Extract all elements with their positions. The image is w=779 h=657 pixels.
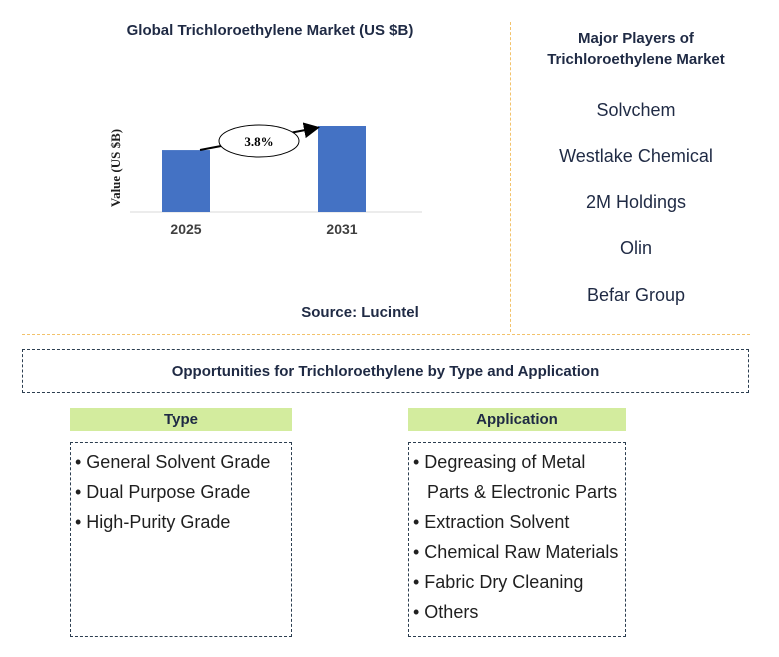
- bar-2031: [318, 126, 366, 212]
- bars-group: [162, 126, 366, 212]
- opportunities-banner: Opportunities for Trichloroethylene by T…: [22, 349, 749, 393]
- x-tick-labels: 2025 2031: [170, 221, 357, 237]
- player-item: Olin: [619, 238, 652, 258]
- growth-annotation-bubble: [218, 124, 300, 158]
- vertical-divider: [510, 22, 511, 332]
- bar-2025: [162, 150, 210, 212]
- type-item: • Dual Purpose Grade: [75, 482, 251, 502]
- x-tick-label: 2031: [326, 221, 357, 237]
- growth-annotation-label: 3.8%: [244, 134, 273, 149]
- players-title-line1: Major Players of: [578, 30, 694, 47]
- opportunities-title: Opportunities for Trichloroethylene by T…: [171, 362, 600, 380]
- horizontal-divider: [22, 334, 750, 335]
- type-item: • General Solvent Grade: [75, 452, 271, 472]
- source-label: Source: Lucintel: [301, 304, 419, 321]
- type-list: • General Solvent Grade • Dual Purpose G…: [70, 442, 292, 637]
- application-item: • Others: [413, 602, 479, 622]
- application-item: • Fabric Dry Cleaning: [413, 572, 584, 592]
- application-item: • Chemical Raw Materials: [413, 542, 619, 562]
- player-item: Befar Group: [586, 285, 686, 305]
- application-item: • Degreasing of Metal: [413, 452, 586, 472]
- chart-title: Global Trichloroethylene Market (US $B): [126, 22, 414, 39]
- players-title: Major Players of Trichloroethylene Marke…: [520, 28, 752, 70]
- player-item: Solvchem: [596, 100, 676, 120]
- type-item: • High-Purity Grade: [75, 512, 231, 532]
- players-title-line2: Trichloroethylene Market: [547, 51, 725, 68]
- application-item-continuation: Parts & Electronic Parts: [427, 482, 618, 502]
- player-item: Westlake Chemical: [559, 146, 713, 166]
- application-header: Application: [408, 408, 626, 431]
- chart-canvas: Value (US $B) 2025 2031 3.8%: [108, 122, 422, 237]
- application-list: • Degreasing of Metal Parts & Electronic…: [408, 442, 626, 637]
- y-axis-label: Value (US $B): [108, 129, 123, 207]
- type-header: Type: [70, 408, 292, 431]
- player-item: 2M Holdings: [585, 192, 687, 212]
- application-item: • Extraction Solvent: [413, 512, 570, 532]
- x-tick-label: 2025: [170, 221, 201, 237]
